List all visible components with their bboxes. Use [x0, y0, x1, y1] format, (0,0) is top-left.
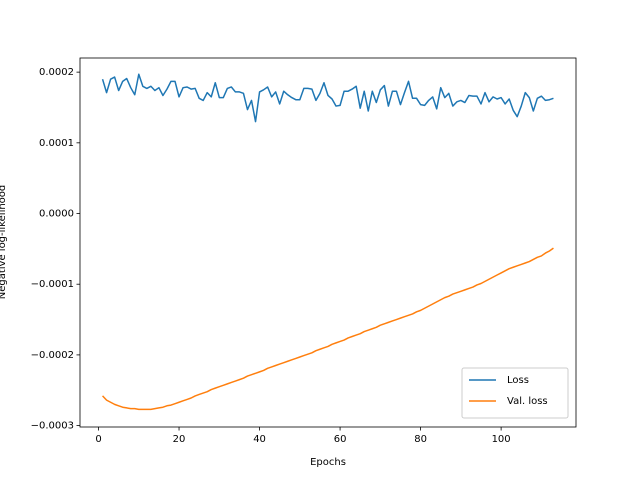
- y-tick-label: −0.0002: [31, 350, 74, 361]
- x-tick-label: 20: [173, 434, 186, 445]
- x-tick-label: 100: [492, 434, 511, 445]
- legend-label: Val. loss: [507, 396, 548, 407]
- line-series: [101, 73, 554, 123]
- y-tick-label: 0.0001: [39, 138, 74, 149]
- x-tick-label: 60: [334, 434, 347, 445]
- legend-label: Loss: [507, 375, 529, 386]
- plot-frame: [79, 57, 577, 428]
- line-series: [102, 247, 554, 411]
- y-tick-label: −0.0001: [31, 279, 74, 290]
- y-tick-label: −0.0003: [31, 421, 74, 432]
- x-tick-label: 80: [414, 434, 427, 445]
- y-tick-label: 0.0002: [39, 67, 74, 78]
- x-axis-label: Epochs: [310, 457, 346, 468]
- x-tick-label: 40: [253, 434, 266, 445]
- x-tick-label: 0: [95, 434, 101, 445]
- y-axis-label: Negative log-likelihood: [0, 185, 8, 300]
- y-tick-label: 0.0000: [39, 209, 74, 220]
